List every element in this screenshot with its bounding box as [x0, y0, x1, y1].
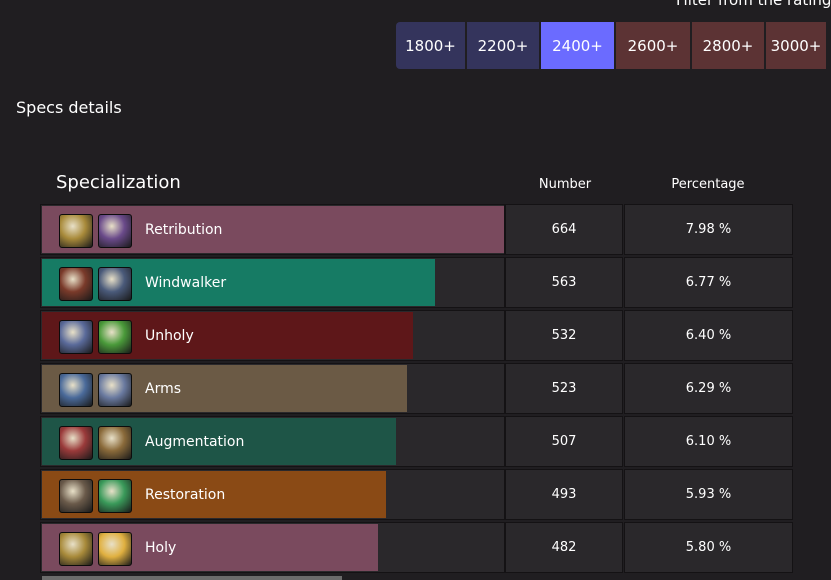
druid-class-icon [59, 479, 93, 513]
rating-filter-1800-plus[interactable]: 1800+ [396, 22, 465, 69]
table-row[interactable]: Restoration 493 5.93 % [40, 469, 793, 520]
arms-spec-icon [98, 373, 132, 407]
spec-name: Holy [145, 540, 177, 556]
table-row[interactable]: Unholy 532 6.40 % [40, 310, 793, 361]
monk-class-icon [59, 267, 93, 301]
spec-number: 523 [505, 363, 623, 414]
spec-number: 563 [505, 257, 623, 308]
death-knight-class-icon [59, 320, 93, 354]
spec-name: Arms [145, 381, 182, 397]
paladin-class-icon [59, 532, 93, 566]
popularity-bar [42, 365, 407, 412]
spec-name: Windwalker [145, 275, 227, 291]
rating-filter-2200-plus[interactable]: 2200+ [467, 22, 539, 69]
spec-name: Retribution [145, 222, 223, 238]
section-title: Specs details [16, 98, 122, 117]
rating-filter-title: Filter from the rating [676, 0, 831, 9]
header-percentage[interactable]: Percentage [671, 177, 745, 192]
spec-number: 482 [505, 522, 623, 573]
spec-number: 493 [505, 469, 623, 520]
spec-cell: Holy [40, 522, 505, 573]
augmentation-spec-icon [98, 426, 132, 460]
spec-percentage: 6.10 % [624, 416, 793, 467]
spec-cell: Unholy [40, 310, 505, 361]
spec-number: 664 [505, 204, 623, 255]
spec-percentage: 7.98 % [624, 204, 793, 255]
spec-percentage: 6.29 % [624, 363, 793, 414]
table-row[interactable]: Augmentation 507 6.10 % [40, 416, 793, 467]
next-row-bar [42, 576, 342, 580]
rating-filter-2400-plus[interactable]: 2400+ [541, 22, 614, 69]
spec-percentage: 5.80 % [624, 522, 793, 573]
rating-filter-2600-plus[interactable]: 2600+ [616, 22, 690, 69]
spec-name: Unholy [145, 328, 194, 344]
table-row[interactable]: Arms 523 6.29 % [40, 363, 793, 414]
spec-number: 507 [505, 416, 623, 467]
table-row[interactable]: Holy 482 5.80 % [40, 522, 793, 573]
header-specialization: Specialization [56, 172, 181, 193]
spec-cell: Windwalker [40, 257, 505, 308]
spec-name: Restoration [145, 487, 226, 503]
restoration-spec-icon [98, 479, 132, 513]
unholy-spec-icon [98, 320, 132, 354]
specs-table: Retribution 664 7.98 % Windwalker 563 6.77 % U… [40, 204, 793, 575]
spec-cell: Restoration [40, 469, 505, 520]
rating-filter-2800-plus[interactable]: 2800+ [692, 22, 764, 69]
retribution-spec-icon [98, 214, 132, 248]
spec-percentage: 5.93 % [624, 469, 793, 520]
table-row[interactable]: Retribution 664 7.98 % [40, 204, 793, 255]
evoker-class-icon [59, 426, 93, 460]
windwalker-spec-icon [98, 267, 132, 301]
spec-name: Augmentation [145, 434, 245, 450]
spec-cell: Augmentation [40, 416, 505, 467]
spec-number: 532 [505, 310, 623, 361]
holy-spec-icon [98, 532, 132, 566]
spec-percentage: 6.40 % [624, 310, 793, 361]
header-number[interactable]: Number [538, 177, 592, 192]
rating-filter-3000-plus[interactable]: 3000+ [766, 22, 826, 69]
spec-cell: Retribution [40, 204, 505, 255]
warrior-class-icon [59, 373, 93, 407]
rating-filter-group: 1800+ 2200+ 2400+ 2600+ 2800+ 3000+ [396, 22, 828, 69]
spec-percentage: 6.77 % [624, 257, 793, 308]
spec-cell: Arms [40, 363, 505, 414]
table-row[interactable]: Windwalker 563 6.77 % [40, 257, 793, 308]
paladin-class-icon [59, 214, 93, 248]
